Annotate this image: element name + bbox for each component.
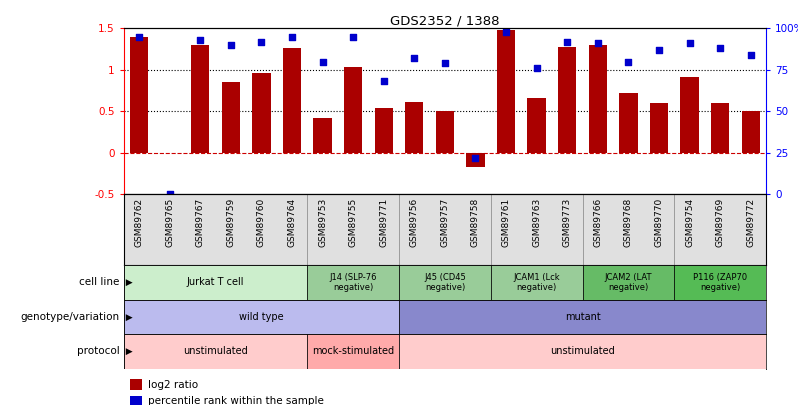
Point bbox=[745, 52, 757, 58]
Text: mutant: mutant bbox=[565, 312, 600, 322]
Text: GSM89763: GSM89763 bbox=[532, 198, 541, 247]
Text: GSM89769: GSM89769 bbox=[716, 198, 725, 247]
Bar bbox=[191, 45, 209, 153]
Bar bbox=[282, 48, 301, 153]
Bar bbox=[307, 334, 399, 369]
Point bbox=[500, 28, 512, 35]
Text: GSM89757: GSM89757 bbox=[440, 198, 449, 247]
Bar bbox=[124, 300, 399, 334]
Bar bbox=[466, 153, 484, 167]
Bar bbox=[399, 334, 766, 369]
Text: GSM89770: GSM89770 bbox=[654, 198, 663, 247]
Text: P116 (ZAP70
negative): P116 (ZAP70 negative) bbox=[693, 273, 747, 292]
Point bbox=[255, 38, 267, 45]
Bar bbox=[374, 108, 393, 153]
Text: GSM89758: GSM89758 bbox=[471, 198, 480, 247]
Text: J14 (SLP-76
negative): J14 (SLP-76 negative) bbox=[330, 273, 377, 292]
Text: log2 ratio: log2 ratio bbox=[148, 380, 198, 390]
Bar bbox=[589, 45, 607, 153]
Point bbox=[163, 191, 176, 198]
Point bbox=[346, 33, 359, 40]
Text: ▶: ▶ bbox=[120, 278, 132, 287]
Point bbox=[469, 155, 482, 161]
Bar bbox=[491, 265, 583, 300]
Bar bbox=[399, 265, 491, 300]
Text: wild type: wild type bbox=[239, 312, 283, 322]
Bar bbox=[124, 265, 307, 300]
Text: GSM89761: GSM89761 bbox=[502, 198, 511, 247]
Text: GSM89768: GSM89768 bbox=[624, 198, 633, 247]
Bar bbox=[307, 265, 399, 300]
Text: ▶: ▶ bbox=[120, 347, 132, 356]
Bar bbox=[558, 47, 576, 153]
Text: Jurkat T cell: Jurkat T cell bbox=[187, 277, 244, 288]
Point bbox=[377, 78, 390, 85]
Text: GSM89766: GSM89766 bbox=[594, 198, 602, 247]
Point bbox=[438, 60, 451, 66]
Point bbox=[622, 58, 634, 65]
Text: mock-stimulated: mock-stimulated bbox=[312, 346, 394, 356]
Bar bbox=[399, 300, 766, 334]
Bar bbox=[674, 265, 766, 300]
Bar bbox=[527, 98, 546, 153]
Text: GSM89754: GSM89754 bbox=[685, 198, 694, 247]
Text: GSM89762: GSM89762 bbox=[135, 198, 144, 247]
Bar bbox=[436, 111, 454, 153]
Text: J45 (CD45
negative): J45 (CD45 negative) bbox=[424, 273, 466, 292]
Bar bbox=[741, 111, 760, 153]
Text: unstimulated: unstimulated bbox=[183, 346, 248, 356]
Bar bbox=[222, 82, 240, 153]
Point bbox=[408, 55, 421, 62]
Point bbox=[653, 47, 666, 53]
Point bbox=[224, 42, 237, 48]
Text: GSM89759: GSM89759 bbox=[227, 198, 235, 247]
Bar bbox=[130, 396, 142, 405]
Point bbox=[713, 45, 726, 51]
Point bbox=[530, 65, 543, 71]
Bar bbox=[619, 93, 638, 153]
Text: GSM89765: GSM89765 bbox=[165, 198, 174, 247]
Text: GSM89756: GSM89756 bbox=[410, 198, 419, 247]
Text: GSM89753: GSM89753 bbox=[318, 198, 327, 247]
Bar bbox=[681, 77, 699, 153]
Text: genotype/variation: genotype/variation bbox=[21, 312, 120, 322]
Bar bbox=[130, 379, 142, 390]
Text: GSM89767: GSM89767 bbox=[196, 198, 204, 247]
Text: GSM89773: GSM89773 bbox=[563, 198, 571, 247]
Text: cell line: cell line bbox=[79, 277, 120, 288]
Text: JCAM1 (Lck
negative): JCAM1 (Lck negative) bbox=[513, 273, 560, 292]
Bar bbox=[497, 30, 516, 153]
Point bbox=[591, 40, 604, 47]
Point bbox=[194, 37, 207, 43]
Bar bbox=[124, 334, 307, 369]
Point bbox=[132, 33, 145, 40]
Point bbox=[286, 33, 298, 40]
Text: percentile rank within the sample: percentile rank within the sample bbox=[148, 396, 324, 405]
Text: GSM89771: GSM89771 bbox=[379, 198, 388, 247]
Point bbox=[683, 40, 696, 47]
Text: unstimulated: unstimulated bbox=[550, 346, 615, 356]
Point bbox=[561, 38, 574, 45]
Text: protocol: protocol bbox=[77, 346, 120, 356]
Text: ▶: ▶ bbox=[120, 312, 132, 322]
Title: GDS2352 / 1388: GDS2352 / 1388 bbox=[390, 14, 500, 27]
Bar bbox=[314, 118, 332, 153]
Text: GSM89764: GSM89764 bbox=[287, 198, 296, 247]
Text: JCAM2 (LAT
negative): JCAM2 (LAT negative) bbox=[605, 273, 652, 292]
Point bbox=[316, 58, 329, 65]
Text: GSM89755: GSM89755 bbox=[349, 198, 358, 247]
Bar bbox=[711, 103, 729, 153]
Bar bbox=[650, 103, 668, 153]
Text: GSM89760: GSM89760 bbox=[257, 198, 266, 247]
Bar bbox=[344, 66, 362, 153]
Text: GSM89772: GSM89772 bbox=[746, 198, 755, 247]
Bar bbox=[405, 102, 424, 153]
Bar bbox=[252, 73, 271, 153]
Bar bbox=[130, 36, 148, 153]
Bar bbox=[583, 265, 674, 300]
